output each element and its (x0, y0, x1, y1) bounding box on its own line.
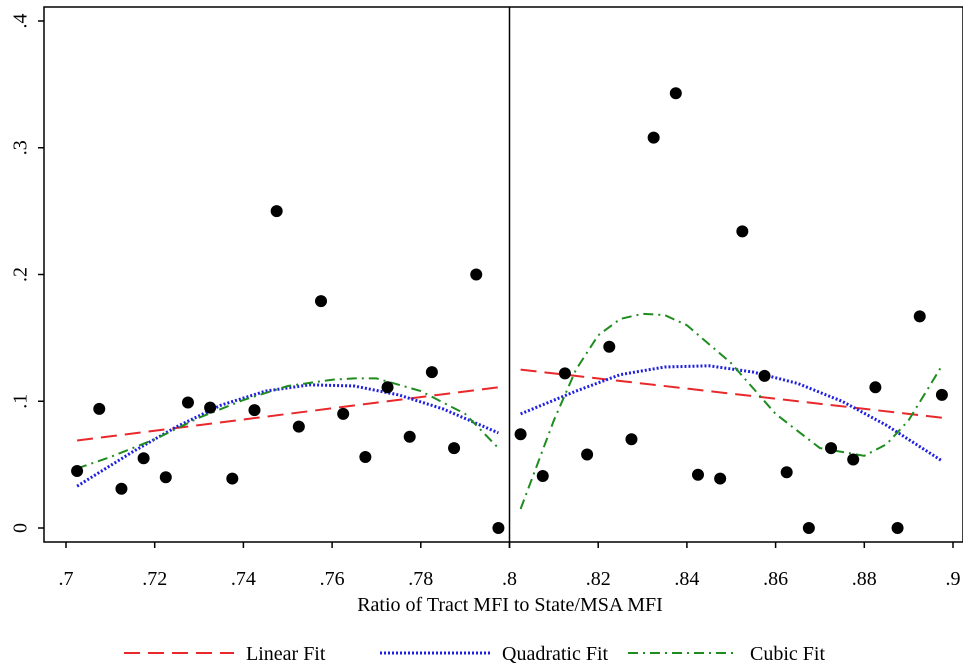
x-tick-label: .88 (852, 568, 877, 590)
data-point (137, 452, 150, 465)
data-point (270, 205, 283, 218)
data-point (448, 442, 461, 455)
data-points (71, 87, 948, 534)
data-point (425, 366, 438, 379)
data-point (780, 466, 793, 479)
x-tick-label: .74 (231, 568, 256, 590)
data-point (647, 131, 660, 144)
x-tick-label: .7 (59, 568, 74, 590)
cubic-fit-line-right (519, 312, 943, 510)
legend: Linear Fit Quadratic Fit Cubic Fit (124, 643, 825, 665)
data-point (536, 470, 549, 483)
data-point (913, 310, 926, 323)
data-point (869, 381, 882, 394)
data-point (669, 87, 682, 100)
legend-label-cubic-fit: Cubic Fit (750, 643, 825, 665)
y-tick-label: .2 (10, 267, 32, 282)
cubic-fit-line-left (76, 377, 500, 470)
data-point (736, 225, 749, 238)
data-point (802, 522, 815, 534)
data-point (514, 428, 527, 441)
data-point (825, 442, 838, 455)
x-tick-label: .78 (408, 568, 433, 590)
legend-label-quadratic-fit: Quadratic Fit (502, 643, 609, 665)
x-tick-label: .76 (320, 568, 345, 590)
legend-label-linear-fit: Linear Fit (246, 643, 326, 665)
plot-region: 0 .1 .2 .3 .4 .7 .72 .74 .76 .78 .8 .82 .84 .86 .88 .9 (10, 6, 963, 590)
y-tick-label: .4 (10, 14, 32, 29)
data-point (181, 396, 194, 409)
y-axis: 0 .1 .2 .3 .4 (10, 14, 44, 533)
x-axis-title: Ratio of Tract MFI to State/MSA MFI (357, 594, 663, 616)
data-point (381, 381, 394, 394)
data-point (847, 453, 860, 466)
data-point (581, 448, 594, 461)
data-point (891, 522, 904, 534)
y-tick-label: .3 (10, 140, 32, 155)
linear-fit-line-right (520, 368, 943, 419)
data-point (691, 468, 704, 481)
x-tick-label: .82 (586, 568, 611, 590)
data-point (159, 471, 172, 484)
data-point (115, 482, 128, 495)
data-point (470, 268, 483, 281)
quadratic-fit-line-right (520, 364, 943, 463)
x-tick-label: .8 (502, 568, 517, 590)
data-point (315, 295, 328, 308)
linear-fit-line-left (76, 386, 499, 442)
plot-frame (43, 6, 963, 543)
x-tick-label: .9 (946, 568, 961, 590)
data-point (337, 407, 350, 420)
data-point (248, 404, 261, 417)
data-point (603, 340, 616, 353)
data-point (359, 451, 372, 464)
data-point (714, 472, 727, 485)
quadratic-fit-line-left (76, 383, 499, 488)
fit-lines (76, 312, 943, 510)
data-point (93, 402, 106, 415)
data-point (204, 401, 217, 414)
data-point (292, 420, 305, 433)
x-tick-label: .86 (763, 568, 788, 590)
x-tick-label: .72 (142, 568, 167, 590)
data-point (403, 430, 416, 443)
data-point (71, 464, 84, 477)
data-point (558, 367, 571, 380)
data-point (226, 472, 239, 485)
data-point (492, 522, 505, 534)
x-axis: .7 .72 .74 .76 .78 .8 .82 .84 .86 .88 .9 (59, 542, 961, 590)
data-point (935, 388, 948, 401)
data-point (625, 433, 638, 446)
y-tick-label: .1 (10, 394, 32, 409)
data-point (758, 369, 771, 382)
x-tick-label: .84 (674, 568, 699, 590)
y-tick-label: 0 (10, 523, 32, 533)
